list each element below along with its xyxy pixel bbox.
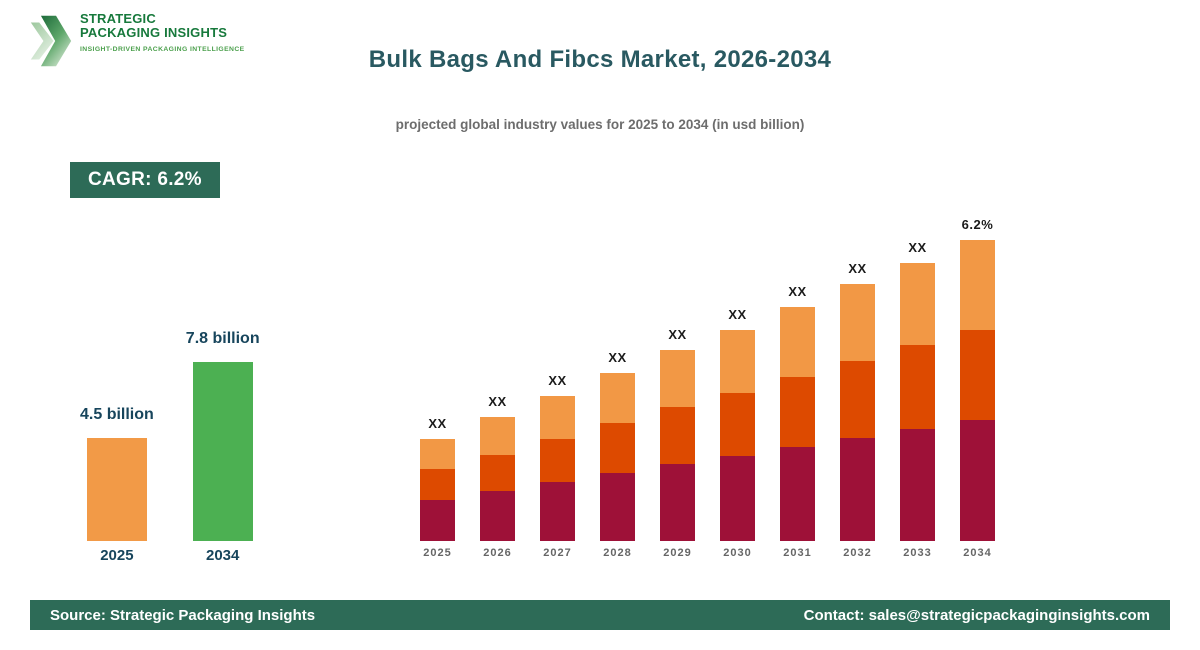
top-segment: [960, 240, 995, 330]
chevron-logo-icon: [30, 15, 72, 67]
stacked-bar-column: XX 2031: [780, 284, 815, 559]
stacked-bar-year-label: 2025: [423, 547, 452, 559]
stacked-bar-value-label: XX: [848, 261, 867, 276]
stacked-bar-column: XX 2027: [540, 373, 575, 559]
stacked-bar-value-label: XX: [608, 350, 627, 365]
top-segment: [900, 263, 935, 345]
top-segment: [840, 284, 875, 361]
top-segment: [540, 396, 575, 439]
brand-logo-text: STRATEGIC PACKAGING INSIGHTS INSIGHT-DRI…: [80, 11, 245, 53]
footer-bar: Source: Strategic Packaging Insights Con…: [30, 600, 1170, 630]
cagr-badge: CAGR: 6.2%: [70, 162, 220, 198]
stacked-bar-year-label: 2031: [783, 547, 812, 559]
mini-bar-value-label: 7.8 billion: [185, 329, 260, 347]
stacked-bar-value-label: 6.2%: [961, 217, 994, 232]
top-segment: [780, 307, 815, 377]
stacked-bar-column: XX 2030: [720, 307, 755, 559]
stacked-bar-value-label: XX: [908, 240, 927, 255]
top-segment: [480, 417, 515, 455]
top-segment: [600, 373, 635, 423]
stacked-bar-year-label: 2027: [543, 547, 572, 559]
stacked-bar-column: XX 2028: [600, 350, 635, 559]
stacked-bar-value-label: XX: [728, 307, 747, 322]
mini-bar-year-label: 2034: [206, 547, 240, 564]
middle-segment: [600, 423, 635, 473]
summary-growth-chart: 4.5 billion 2025 7.8 billion 2034: [80, 310, 260, 565]
mini-bar: [86, 437, 147, 541]
stacked-bar-year-label: 2029: [663, 547, 692, 559]
mini-bar-column: 7.8 billion 2034: [185, 329, 260, 564]
stacked-bar-column: XX 2033: [900, 240, 935, 559]
top-segment: [420, 439, 455, 469]
middle-segment: [780, 377, 815, 447]
stacked-bar-value-label: XX: [668, 327, 687, 342]
stacked-bar-year-label: 2034: [963, 547, 992, 559]
stacked-bar-value-label: XX: [488, 394, 507, 409]
brand-name-line2: PACKAGING INSIGHTS: [80, 25, 228, 41]
top-segment: [660, 350, 695, 407]
page-subtitle: projected global industry values for 202…: [395, 117, 805, 132]
mini-bar-year-label: 2025: [100, 547, 134, 564]
stacked-bar-column: XX 2026: [480, 394, 515, 559]
footer-source: Source: Strategic Packaging Insights: [50, 606, 316, 624]
stacked-bar-column: XX 2029: [660, 327, 695, 559]
stacked-bar-year-label: 2033: [903, 547, 932, 559]
middle-segment: [660, 407, 695, 464]
bottom-segment: [540, 482, 575, 541]
stacked-bar-year-label: 2026: [483, 547, 512, 559]
bottom-segment: [960, 420, 995, 541]
mini-bar-value-label: 4.5 billion: [80, 405, 154, 423]
bottom-segment: [420, 500, 455, 541]
bottom-segment: [720, 456, 755, 541]
stacked-bar-year-label: 2030: [723, 547, 752, 559]
middle-segment: [480, 455, 515, 491]
bottom-segment: [840, 438, 875, 541]
mini-bar-column: 4.5 billion 2025: [80, 405, 154, 565]
page-title: Bulk Bags And Fibcs Market, 2026-2034: [368, 46, 832, 73]
stacked-bar-column: 6.2% 2034: [960, 217, 995, 559]
bottom-segment: [600, 473, 635, 541]
stacked-bar-year-label: 2028: [603, 547, 632, 559]
yearly-projection-chart: XX 2025 XX 2026 XX 2027 XX 2028 XX 2029 XX 2030 XX 20…: [420, 200, 995, 559]
mini-bar: [192, 361, 253, 541]
footer-contact: Contact: sales@strategicpackaginginsight…: [803, 606, 1150, 624]
top-segment: [720, 330, 755, 393]
middle-segment: [840, 361, 875, 438]
bottom-segment: [900, 429, 935, 541]
middle-segment: [960, 330, 995, 420]
bottom-segment: [660, 464, 695, 541]
stacked-bar-column: XX 2025: [420, 416, 455, 559]
bottom-segment: [780, 447, 815, 541]
stacked-bar-column: XX 2032: [840, 261, 875, 559]
middle-segment: [720, 393, 755, 456]
stacked-bar-value-label: XX: [428, 416, 447, 431]
brand-tagline: INSIGHT-DRIVEN PACKAGING INTELLIGENCE: [80, 45, 245, 53]
brand-logo: STRATEGIC PACKAGING INSIGHTS INSIGHT-DRI…: [30, 11, 245, 70]
stacked-bar-value-label: XX: [788, 284, 807, 299]
middle-segment: [420, 469, 455, 500]
middle-segment: [900, 345, 935, 429]
stacked-bar-year-label: 2032: [843, 547, 872, 559]
middle-segment: [540, 439, 575, 482]
bottom-segment: [480, 491, 515, 541]
stacked-bar-value-label: XX: [548, 373, 567, 388]
brand-name-line1: STRATEGIC: [80, 11, 156, 26]
